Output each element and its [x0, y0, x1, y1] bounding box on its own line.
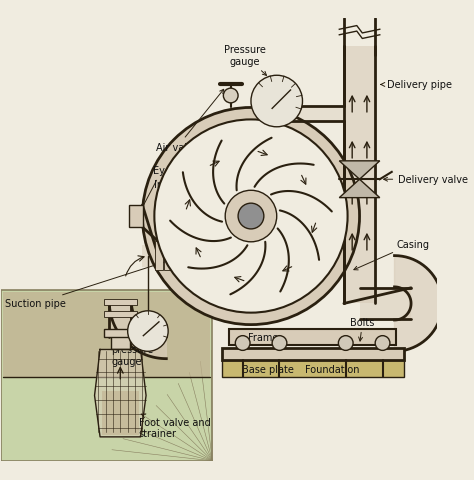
Bar — [0, 290, 212, 461]
Circle shape — [142, 108, 360, 325]
Circle shape — [272, 336, 287, 351]
Bar — [360, 288, 411, 319]
Polygon shape — [394, 256, 442, 351]
Circle shape — [238, 204, 264, 229]
Bar — [164, 241, 172, 271]
Circle shape — [225, 191, 277, 242]
Bar — [142, 245, 162, 267]
Polygon shape — [94, 350, 146, 437]
Text: Delivery pipe: Delivery pipe — [381, 80, 452, 90]
Text: Impeller: Impeller — [154, 180, 194, 204]
Bar — [3, 293, 210, 377]
Polygon shape — [109, 302, 166, 359]
Polygon shape — [339, 161, 380, 180]
Text: Suction pipe: Suction pipe — [5, 257, 181, 309]
Circle shape — [375, 336, 390, 351]
Text: Bolts: Bolts — [350, 317, 375, 341]
Text: Foot valve and
strainer: Foot valve and strainer — [139, 414, 210, 439]
Bar — [267, 106, 295, 113]
Text: Frame: Frame — [248, 333, 278, 343]
Text: Eye: Eye — [139, 166, 171, 213]
Text: Foundation: Foundation — [305, 364, 359, 374]
Text: Casing: Casing — [354, 239, 429, 270]
Bar — [344, 47, 376, 304]
Bar — [104, 330, 137, 337]
Bar — [221, 361, 404, 377]
Bar — [229, 330, 396, 345]
Circle shape — [223, 89, 238, 104]
Text: Pressure
gauge: Pressure gauge — [224, 46, 266, 76]
Bar — [102, 391, 139, 435]
Text: Air valve: Air valve — [156, 90, 224, 153]
Text: Funnel: Funnel — [265, 115, 298, 164]
Bar — [111, 336, 129, 350]
Polygon shape — [339, 180, 380, 198]
Bar — [221, 348, 404, 361]
Circle shape — [128, 311, 168, 351]
Text: Base plate: Base plate — [242, 364, 293, 374]
Bar — [128, 205, 143, 228]
Circle shape — [235, 336, 250, 351]
Circle shape — [155, 120, 347, 313]
Text: Vacuum
pressure
gauge: Vacuum pressure gauge — [111, 333, 154, 366]
Bar — [162, 245, 166, 267]
Bar — [109, 302, 131, 337]
Bar — [104, 311, 137, 318]
Circle shape — [338, 336, 353, 351]
Circle shape — [251, 76, 302, 128]
Bar — [155, 241, 163, 271]
Bar — [104, 299, 137, 306]
Text: Delivery valve: Delivery valve — [383, 175, 468, 185]
Bar — [274, 107, 344, 122]
